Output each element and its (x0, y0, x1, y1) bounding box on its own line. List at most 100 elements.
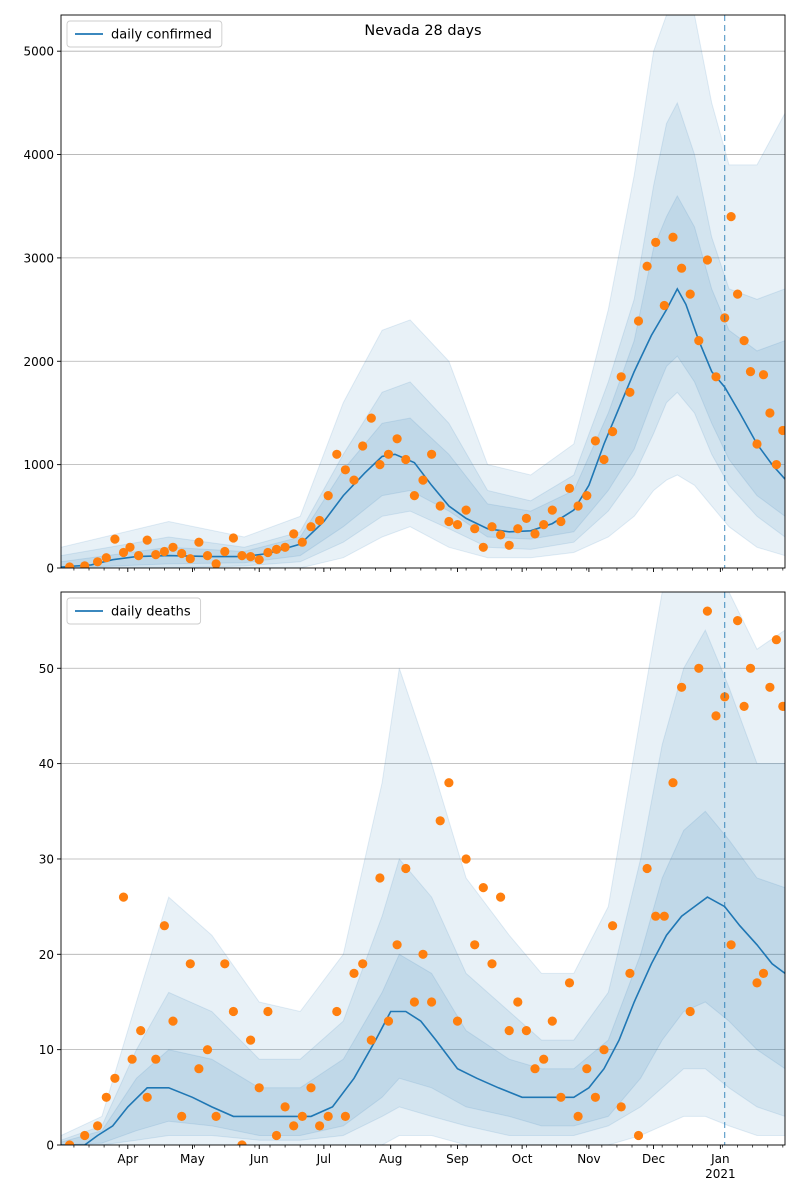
uncertainty-band-outer (61, 592, 785, 1145)
data-point (220, 959, 230, 969)
data-point (478, 883, 488, 893)
data-point (280, 542, 290, 552)
data-point (461, 505, 471, 515)
legend-box (66, 597, 202, 625)
uncertainty-band-inner (61, 194, 785, 568)
data-point (118, 547, 129, 558)
data-point (771, 635, 782, 645)
y-tick-label: 4000 (23, 148, 54, 162)
data-point (633, 316, 644, 326)
data-point (392, 940, 402, 950)
chart-panel-1: 0 1000 2000 3000 4000 5000 Nevada 28 days daily… (23, 14, 786, 576)
data-point (332, 1006, 342, 1017)
data-point (159, 921, 169, 931)
data-point (745, 663, 756, 673)
data-point (297, 1111, 307, 1121)
data-point (461, 854, 471, 864)
data-point (101, 1092, 111, 1102)
y-tick-label: 1000 (23, 458, 54, 472)
data-point (358, 959, 368, 969)
data-point (573, 1111, 583, 1121)
uncertainty-band-outer (61, 15, 785, 568)
data-point (452, 1016, 463, 1026)
data-point (177, 548, 187, 559)
data-point (159, 546, 169, 557)
data-point (765, 408, 775, 418)
data-point (65, 1140, 75, 1145)
legend-label: daily deaths (111, 605, 191, 620)
data-point (271, 544, 282, 555)
data-point (134, 551, 144, 561)
y-tick-label: 50 (39, 662, 54, 676)
data-point (401, 454, 411, 465)
data-point (745, 367, 756, 377)
data-point (211, 1111, 221, 1121)
data-point (668, 778, 678, 788)
data-point (452, 520, 463, 530)
data-point (409, 491, 419, 501)
uncertainty-band-inner (61, 810, 785, 1145)
data-point (168, 542, 178, 552)
data-point (375, 873, 385, 883)
data-point (237, 551, 247, 561)
data-point (513, 524, 523, 534)
y-tick-label: 5000 (23, 45, 54, 59)
y-tick-label: 0 (46, 562, 54, 576)
legend: daily confirmed (66, 20, 223, 48)
data-point (564, 978, 575, 988)
data-point (633, 1130, 644, 1141)
y-tick-label: 2000 (23, 355, 54, 369)
data-point (496, 892, 506, 902)
data-point (539, 1054, 549, 1064)
legend: daily deaths (66, 597, 202, 625)
data-point (127, 1054, 137, 1064)
data-point (280, 1102, 290, 1112)
data-point (616, 1102, 626, 1112)
data-point (306, 1083, 316, 1093)
uncertainty-band-middle (61, 101, 785, 568)
data-point (142, 535, 152, 545)
data-point (444, 778, 454, 788)
data-point (659, 911, 669, 921)
data-point (228, 533, 238, 543)
data-point (93, 557, 103, 567)
uncertainty-band-middle (61, 628, 785, 1145)
data-point (349, 968, 359, 979)
data-point (642, 261, 652, 271)
data-point (685, 1006, 695, 1017)
data-point (702, 606, 713, 616)
data-point (444, 516, 454, 527)
data-point (487, 522, 497, 532)
data-point (315, 515, 325, 526)
data-point (504, 540, 514, 550)
data-point (625, 968, 635, 979)
data-point (778, 425, 785, 436)
data-point (733, 289, 743, 299)
data-point (733, 616, 743, 626)
data-point (220, 546, 230, 557)
data-point (427, 449, 437, 459)
data-point (564, 483, 575, 493)
plot-area (61, 15, 785, 568)
data-point (409, 997, 419, 1007)
data-point (556, 1092, 566, 1102)
data-point (758, 370, 769, 380)
data-point (332, 449, 342, 459)
data-point (771, 460, 782, 470)
data-point (778, 701, 785, 711)
data-point (315, 1121, 325, 1131)
data-point (739, 701, 749, 712)
data-point (530, 1064, 540, 1074)
data-point (151, 1054, 161, 1064)
data-point (711, 372, 721, 382)
data-point (65, 562, 75, 568)
x-tick-label: Oct (512, 1152, 533, 1166)
plot-area (61, 592, 785, 1145)
x-tick-label: May (180, 1152, 205, 1166)
data-point (289, 529, 299, 539)
y-tick-label: 20 (39, 948, 54, 962)
data-point (685, 289, 695, 299)
data-point (246, 552, 256, 562)
data-point (101, 553, 111, 563)
data-point (694, 336, 704, 346)
